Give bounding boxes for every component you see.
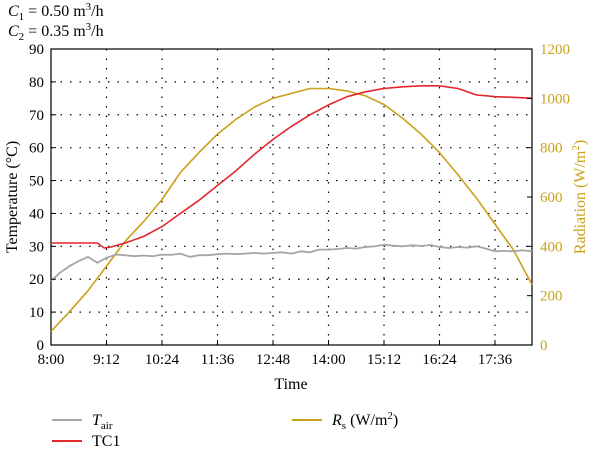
y-left-tick-labels: 0 10 20 30 40 50 60 70 80 90 xyxy=(29,42,56,354)
y-left-tick-label: 90 xyxy=(29,42,44,58)
x-tick-labels: 8:00 9:12 10:24 11:36 12:48 14:00 15:12 16:24 17… xyxy=(38,340,513,368)
y-left-tick-label: 70 xyxy=(29,108,44,124)
series-layer xyxy=(50,85,533,332)
legend-item-t-air: Tair xyxy=(52,412,113,432)
x-tick-label: 12:48 xyxy=(256,352,290,368)
x-tick-label: 15:12 xyxy=(367,352,401,368)
y-right-tick-label: 200 xyxy=(540,289,563,305)
y-right-tick-label: 1000 xyxy=(540,91,570,107)
legend-label-tc1: TC1 xyxy=(92,433,120,450)
y-right-tick-label: 0 xyxy=(540,338,548,354)
legend-label-rs: Rs (W/m2) xyxy=(331,410,398,432)
x-tick-label: 14:00 xyxy=(311,352,345,368)
y-right-tick-label: 600 xyxy=(540,190,563,206)
y-left-tick-label: 30 xyxy=(29,239,44,255)
y-left-tick-label: 80 xyxy=(29,75,44,91)
annotation-c2: C2 = 0.35 m3/h xyxy=(8,21,104,43)
x-tick-label: 10:24 xyxy=(145,352,180,368)
y-right-tick-label: 400 xyxy=(540,239,563,255)
legend-label-t-air: Tair xyxy=(92,412,113,432)
y-right-tick-label: 800 xyxy=(540,141,563,157)
y-left-tick-label: 10 xyxy=(29,305,44,321)
y-left-tick-label: 40 xyxy=(29,206,44,222)
x-tick-label: 17:36 xyxy=(478,352,513,368)
y-right-tick-labels: 0 200 400 600 800 1000 1200 xyxy=(527,42,570,354)
x-tick-label: 8:00 xyxy=(38,352,65,368)
y-left-tick-label: 20 xyxy=(29,272,44,288)
legend: Tair TC1 Rs (W/m2) xyxy=(52,410,398,450)
y-left-tick-label: 50 xyxy=(29,174,44,190)
x-tick-label: 16:24 xyxy=(422,352,457,368)
y-left-tick-label: 0 xyxy=(37,338,45,354)
x-tick-label: 11:36 xyxy=(201,352,235,368)
x-tick-label: 9:12 xyxy=(93,352,120,368)
series-line-tc1 xyxy=(51,85,533,249)
series-line-rs xyxy=(50,87,533,332)
y-left-tick-label: 60 xyxy=(29,141,44,157)
y-left-axis-title: Temperature (°C) xyxy=(4,141,21,253)
legend-item-tc1: TC1 xyxy=(52,433,120,450)
x-axis-title: Time xyxy=(274,376,307,393)
legend-item-rs: Rs (W/m2) xyxy=(292,410,398,432)
y-right-tick-label: 1200 xyxy=(540,42,570,58)
series-line-t-air xyxy=(50,243,533,282)
y-right-axis-title: Radiation (W/m2) xyxy=(570,140,589,254)
annotation-c1: C1 = 0.50 m3/h xyxy=(8,1,104,23)
